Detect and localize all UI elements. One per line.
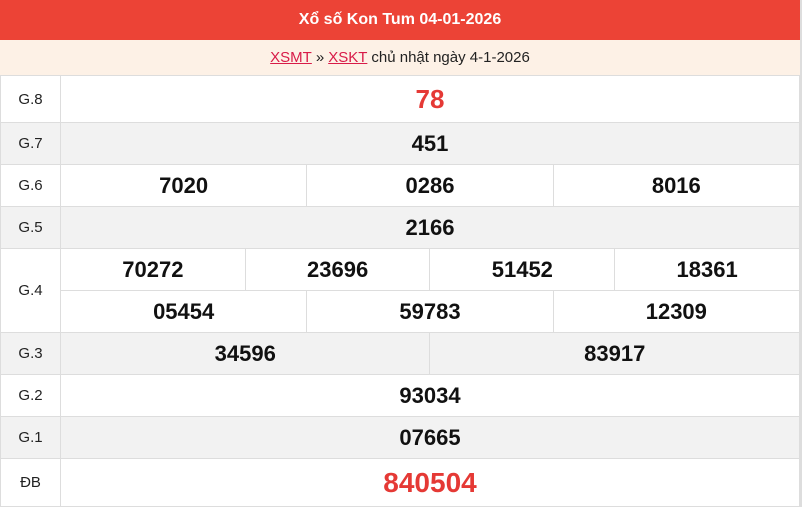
breadcrumb: XSMT » XSKT chủ nhật ngày 4-1-2026 — [0, 40, 800, 75]
row-g8: G.8 78 — [0, 75, 800, 123]
special-prize-number: 840504 — [60, 458, 800, 507]
prize-number: 12309 — [552, 290, 801, 333]
xskt-link[interactable]: XSKT — [328, 49, 368, 66]
prize-number: 07665 — [60, 416, 800, 459]
prize-number: 59783 — [306, 290, 554, 333]
prize-number: 51452 — [429, 248, 616, 291]
prize-number: 8016 — [552, 164, 801, 207]
xsmt-link[interactable]: XSMT — [270, 49, 312, 66]
prize-label: G.5 — [0, 206, 61, 249]
prize-number: 451 — [60, 122, 800, 165]
row-special: ĐB 840504 — [0, 458, 800, 507]
prize-number: 2166 — [60, 206, 800, 249]
prize-number: 83917 — [429, 332, 800, 375]
row-g5: G.5 2166 — [0, 206, 800, 249]
prize-number: 18361 — [614, 248, 800, 291]
prize-label: G.8 — [0, 75, 61, 123]
row-g3: G.3 34596 83917 — [0, 332, 800, 375]
prize-number: 0286 — [306, 164, 554, 207]
row-g2: G.2 93034 — [0, 374, 800, 417]
prize-label: G.4 — [0, 248, 61, 333]
row-g1: G.1 07665 — [0, 416, 800, 459]
results-table: G.8 78 G.7 451 G.6 7020 0286 8016 G.5 21… — [0, 75, 801, 507]
row-g4b: 05454 59783 12309 — [1, 290, 801, 333]
breadcrumb-separator: » — [315, 49, 325, 66]
prize-label: G.6 — [0, 164, 61, 207]
prize-label: G.1 — [0, 416, 61, 459]
prize-label: G.2 — [0, 374, 61, 417]
prize-label: G.3 — [0, 332, 61, 375]
prize-number: 78 — [60, 75, 800, 123]
row-g6: G.6 7020 0286 8016 — [0, 164, 801, 207]
row-g7: G.7 451 — [0, 122, 800, 165]
prize-number: 05454 — [59, 290, 308, 333]
prize-number: 34596 — [59, 332, 431, 375]
prize-number: 23696 — [244, 248, 431, 291]
prize-number: 7020 — [59, 164, 308, 207]
row-g4: G.4 70272 23696 51452 18361 — [0, 248, 800, 333]
prize-label: ĐB — [0, 458, 61, 507]
prize-number: 93034 — [60, 374, 800, 417]
prize-number: 70272 — [60, 248, 246, 291]
prize-label: G.7 — [0, 122, 61, 165]
page-title: Xổ số Kon Tum 04-01-2026 — [0, 0, 800, 40]
breadcrumb-date: chủ nhật ngày 4-1-2026 — [371, 49, 530, 66]
